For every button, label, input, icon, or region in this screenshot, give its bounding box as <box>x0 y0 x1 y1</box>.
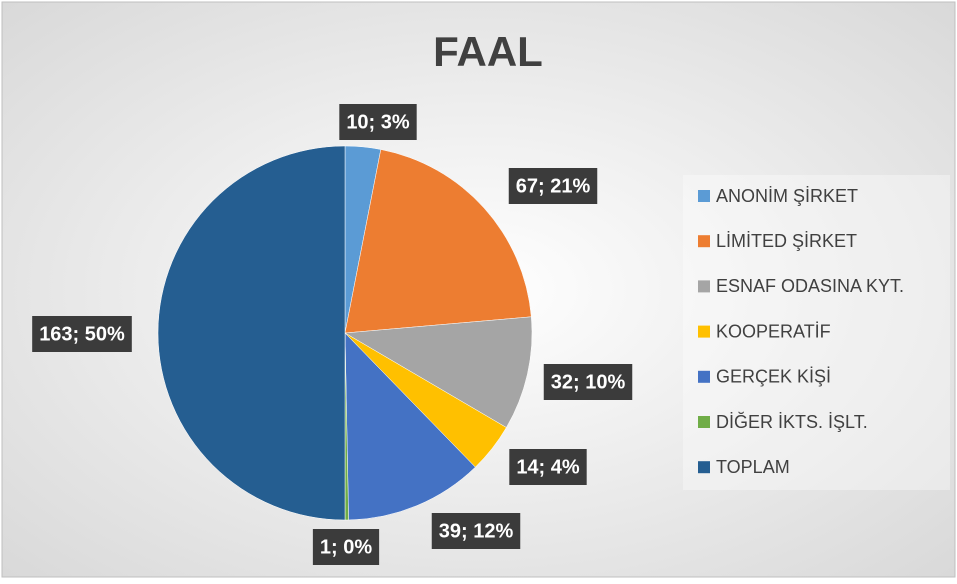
data-label-box <box>312 529 380 565</box>
pie-slice <box>157 145 346 521</box>
data-label-box <box>543 364 633 400</box>
data-label: 67; 21% <box>516 175 591 197</box>
data-label-box <box>32 316 132 352</box>
legend-label: KOOPERATİF <box>716 321 831 341</box>
pie-slice <box>344 316 533 428</box>
legend-label: GERÇEK KİŞİ <box>716 367 831 387</box>
data-label: 1; 0% <box>320 536 372 558</box>
data-label-box <box>339 104 417 140</box>
legend-swatch <box>698 370 710 383</box>
pie-slice <box>344 149 532 334</box>
data-label-box <box>509 449 587 485</box>
legend-box <box>683 175 950 490</box>
data-label: 39; 12% <box>439 520 514 542</box>
data-label: 14; 4% <box>516 456 580 478</box>
legend-swatch <box>698 280 710 293</box>
legend-swatch <box>698 190 710 202</box>
legend-label: TOPLAM <box>716 457 790 477</box>
legend-label: DİĞER İKTS. İŞLT. <box>716 411 868 432</box>
data-label-box <box>431 513 521 549</box>
chart-title: FAAL <box>433 28 543 75</box>
legend-swatch <box>698 235 710 248</box>
data-label: 163; 50% <box>39 323 125 345</box>
data-label-box <box>508 168 598 204</box>
legend-label: ESNAF ODASINA KYT. <box>716 276 904 296</box>
legend-label: LİMİTED ŞİRKET <box>716 231 857 251</box>
legend-label: ANONİM ŞİRKET <box>716 186 858 206</box>
data-label: 10; 3% <box>346 111 410 133</box>
legend-swatch <box>698 416 710 428</box>
pie-slice <box>344 332 476 521</box>
legend-swatch <box>698 461 710 474</box>
legend-swatch <box>698 325 710 338</box>
data-label: 32; 10% <box>551 371 626 393</box>
